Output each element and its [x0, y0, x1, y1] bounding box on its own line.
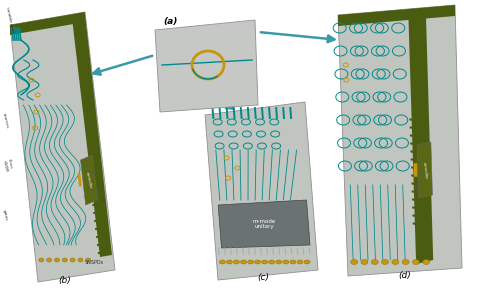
Text: controller: controller	[86, 171, 93, 189]
Ellipse shape	[361, 260, 368, 265]
Ellipse shape	[86, 258, 90, 262]
Polygon shape	[10, 12, 85, 35]
Ellipse shape	[392, 260, 399, 265]
Ellipse shape	[350, 260, 358, 265]
Ellipse shape	[268, 260, 274, 264]
Ellipse shape	[240, 260, 246, 264]
Text: sources: sources	[2, 112, 9, 128]
Ellipse shape	[423, 260, 430, 265]
Ellipse shape	[54, 258, 60, 262]
Polygon shape	[155, 20, 258, 112]
Ellipse shape	[297, 260, 303, 264]
Ellipse shape	[39, 258, 44, 262]
Text: (b): (b)	[58, 276, 71, 285]
Polygon shape	[417, 142, 432, 198]
Ellipse shape	[78, 258, 83, 262]
Ellipse shape	[62, 258, 68, 262]
Ellipse shape	[276, 260, 282, 264]
Polygon shape	[205, 102, 318, 280]
Text: gates: gates	[2, 209, 8, 221]
Text: (c): (c)	[257, 273, 269, 282]
Ellipse shape	[234, 260, 239, 264]
Ellipse shape	[262, 260, 268, 264]
Ellipse shape	[283, 260, 289, 264]
Text: (d): (d)	[398, 271, 411, 280]
Text: controller: controller	[422, 161, 428, 179]
Polygon shape	[10, 12, 115, 282]
Polygon shape	[72, 14, 112, 257]
Text: filters
+WDM: filters +WDM	[2, 158, 13, 172]
Ellipse shape	[70, 258, 75, 262]
Ellipse shape	[290, 260, 296, 264]
Polygon shape	[408, 10, 433, 264]
Ellipse shape	[402, 260, 409, 265]
Ellipse shape	[220, 260, 226, 264]
Ellipse shape	[226, 260, 232, 264]
Ellipse shape	[254, 260, 260, 264]
Ellipse shape	[46, 258, 52, 262]
Ellipse shape	[412, 260, 420, 265]
Ellipse shape	[248, 260, 254, 264]
Ellipse shape	[304, 260, 310, 264]
Text: m-mode
unitary: m-mode unitary	[252, 219, 276, 230]
Ellipse shape	[382, 260, 388, 265]
Polygon shape	[338, 5, 462, 276]
Polygon shape	[218, 200, 310, 248]
Polygon shape	[338, 5, 455, 26]
Text: tunable laser: tunable laser	[5, 6, 15, 33]
Ellipse shape	[372, 260, 378, 265]
Text: (a): (a)	[163, 17, 178, 26]
Polygon shape	[80, 155, 98, 205]
Text: SNSPDs: SNSPDs	[85, 260, 104, 265]
